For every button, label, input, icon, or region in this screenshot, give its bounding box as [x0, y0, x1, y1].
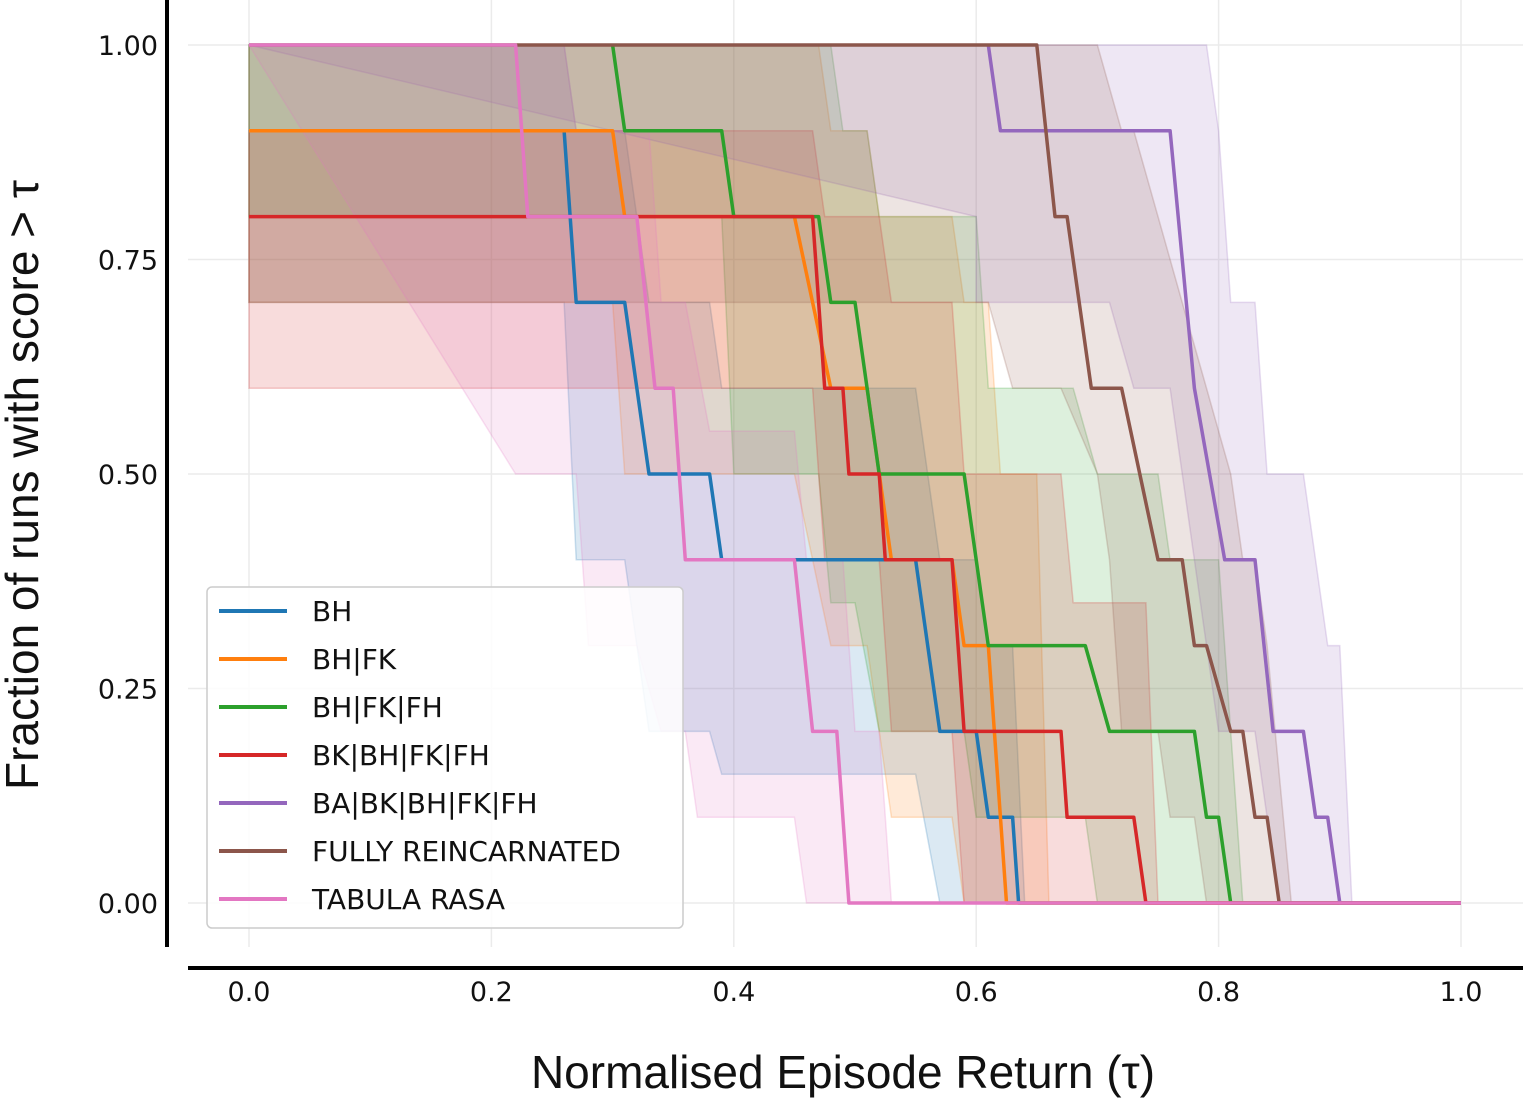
x-tick-labels: 0.0 0.2 0.4 0.6 0.8 1.0	[228, 977, 1483, 1008]
x-tick-label: 0.8	[1197, 977, 1240, 1008]
x-axis-title: Normalised Episode Return (τ)	[531, 1046, 1155, 1098]
legend-label: BH|FK	[312, 643, 397, 676]
y-tick-label: 0.75	[98, 246, 158, 277]
legend-label: BH	[312, 595, 352, 628]
y-tick-label: 1.00	[98, 31, 158, 62]
x-tick-label: 0.2	[470, 977, 513, 1008]
series-line	[249, 43, 1461, 905]
legend-label: BA|BK|BH|FK|FH	[312, 787, 538, 820]
x-tick-label: 1.0	[1440, 977, 1483, 1008]
legend-label: TABULA RASA	[311, 883, 505, 916]
x-tick-label: 0.0	[228, 977, 271, 1008]
series-line	[249, 43, 1461, 905]
legend-label: FULLY REINCARNATED	[312, 835, 621, 868]
legend: BH BH|FK BH|FK|FH BK|BH|FK|FH BA|BK|BH|FK|FH…	[206, 586, 684, 929]
series-lines	[249, 43, 1461, 905]
x-tick-label: 0.6	[955, 977, 998, 1008]
y-tick-labels: 0.00 0.25 0.50 0.75 1.00	[98, 31, 158, 920]
x-tick-label: 0.4	[712, 977, 755, 1008]
axes	[165, 0, 1523, 970]
legend-label: BK|BH|FK|FH	[312, 739, 490, 772]
series-line	[249, 214, 1461, 905]
legend-box	[206, 586, 684, 929]
y-tick-label: 0.50	[98, 460, 158, 491]
legend-label: BH|FK|FH	[312, 691, 443, 724]
series-line	[610, 44, 1461, 905]
y-axis-title: Fraction of runs with score > τ	[0, 180, 48, 790]
y-tick-label: 0.00	[98, 889, 158, 920]
series-line	[986, 44, 1461, 905]
y-tick-label: 0.25	[98, 675, 158, 706]
